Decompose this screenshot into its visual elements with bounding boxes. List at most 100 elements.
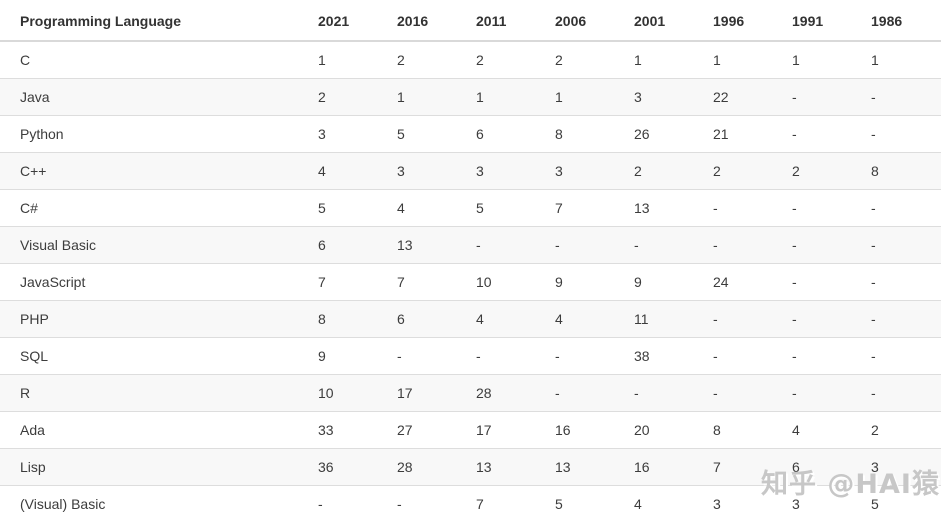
rank-cell: 1 bbox=[555, 78, 634, 116]
rank-cell: 10 bbox=[476, 263, 555, 301]
rank-cell: 7 bbox=[476, 485, 555, 520]
language-cell: Python bbox=[0, 115, 318, 153]
table-row: PHP 8 6 4 4 11- - - bbox=[0, 300, 941, 338]
rank-cell: 8 bbox=[318, 300, 397, 338]
rank-cell: - bbox=[792, 115, 871, 153]
rank-cell: - bbox=[318, 485, 397, 520]
rank-cell: 2 bbox=[318, 78, 397, 116]
rank-cell: 5 bbox=[318, 189, 397, 227]
rank-cell: - bbox=[397, 485, 476, 520]
language-cell: C# bbox=[0, 189, 318, 227]
rank-cell: 9 bbox=[555, 263, 634, 301]
rank-cell: - bbox=[555, 226, 634, 264]
rank-cell: 4 bbox=[318, 152, 397, 190]
rank-cell: 16 bbox=[555, 411, 634, 449]
rank-cell: - bbox=[713, 337, 792, 375]
table-row: Lisp 36 28 13 13 16 7 6 3 bbox=[0, 448, 941, 486]
rank-cell: 6 bbox=[397, 300, 476, 338]
rank-cell: 4 bbox=[555, 300, 634, 338]
rank-cell: 7 bbox=[713, 448, 792, 486]
language-cell: C bbox=[0, 41, 318, 79]
language-cell: JavaScript bbox=[0, 263, 318, 301]
rank-cell: 2 bbox=[792, 152, 871, 190]
rank-cell: 2 bbox=[713, 152, 792, 190]
column-header-year-1996: 1996 bbox=[713, 0, 792, 42]
rank-cell: 13 bbox=[555, 448, 634, 486]
rank-cell: 1 bbox=[634, 41, 713, 79]
column-header-year-1986: 1986 bbox=[871, 0, 941, 42]
language-cell: Visual Basic bbox=[0, 226, 318, 264]
language-cell: Java bbox=[0, 78, 318, 116]
rank-cell: 3 bbox=[397, 152, 476, 190]
rank-cell: 38 bbox=[634, 337, 713, 375]
rank-cell: 4 bbox=[634, 485, 713, 520]
table-body: C 1 2 2 2 1 1 1 1 Java 2 1 1 1 3 22- - Python 3 5 6 8 26 21- - C+… bbox=[0, 41, 941, 520]
rank-cell: 1 bbox=[318, 41, 397, 79]
rank-cell: 5 bbox=[871, 485, 941, 520]
rank-cell: 8 bbox=[555, 115, 634, 153]
column-header-year-2011: 2011 bbox=[476, 0, 555, 42]
rank-cell: 26 bbox=[634, 115, 713, 153]
rank-cell: - bbox=[792, 337, 871, 375]
rank-cell: 3 bbox=[713, 485, 792, 520]
rank-cell: 4 bbox=[792, 411, 871, 449]
rank-cell: - bbox=[476, 337, 555, 375]
rank-cell: - bbox=[634, 374, 713, 412]
table-row: Java 2 1 1 1 3 22- - bbox=[0, 78, 941, 116]
rank-cell: 20 bbox=[634, 411, 713, 449]
column-header-year-2021: 2021 bbox=[318, 0, 397, 42]
rank-cell: 3 bbox=[555, 152, 634, 190]
rank-cell: - bbox=[871, 300, 941, 338]
rank-cell: - bbox=[713, 300, 792, 338]
rank-cell: - bbox=[713, 374, 792, 412]
language-cell: PHP bbox=[0, 300, 318, 338]
rank-cell: 3 bbox=[318, 115, 397, 153]
rank-cell: - bbox=[871, 374, 941, 412]
language-cell: (Visual) Basic bbox=[0, 485, 318, 520]
table-row: Visual Basic 6 13- - - - - - bbox=[0, 226, 941, 264]
rank-cell: 21 bbox=[713, 115, 792, 153]
rank-cell: 5 bbox=[397, 115, 476, 153]
rank-cell: - bbox=[871, 78, 941, 116]
language-cell: Ada bbox=[0, 411, 318, 449]
language-cell: SQL bbox=[0, 337, 318, 375]
table-row: R 10 17 28- - - - - bbox=[0, 374, 941, 412]
rank-cell: 16 bbox=[634, 448, 713, 486]
rank-cell: 24 bbox=[713, 263, 792, 301]
rank-cell: - bbox=[871, 115, 941, 153]
rank-cell: - bbox=[792, 78, 871, 116]
rank-cell: 1 bbox=[397, 78, 476, 116]
rank-cell: 17 bbox=[476, 411, 555, 449]
rank-cell: - bbox=[397, 337, 476, 375]
rank-cell: 1 bbox=[792, 41, 871, 79]
rank-cell: 27 bbox=[397, 411, 476, 449]
rank-cell: 33 bbox=[318, 411, 397, 449]
rank-cell: - bbox=[792, 300, 871, 338]
rank-cell: 13 bbox=[476, 448, 555, 486]
rank-cell: 3 bbox=[476, 152, 555, 190]
rank-cell: 8 bbox=[871, 152, 941, 190]
rank-cell: 36 bbox=[318, 448, 397, 486]
rank-cell: 7 bbox=[397, 263, 476, 301]
rank-cell: 3 bbox=[634, 78, 713, 116]
rank-cell: 5 bbox=[476, 189, 555, 227]
rank-cell: - bbox=[792, 263, 871, 301]
header-row: Programming Language 2021 2016 2011 2006 2001… bbox=[0, 0, 941, 42]
table-row: C# 5 4 5 7 13- - - bbox=[0, 189, 941, 227]
rank-cell: 3 bbox=[871, 448, 941, 486]
rank-cell: - bbox=[792, 189, 871, 227]
table-row: Ada 33 27 17 16 20 8 4 2 bbox=[0, 411, 941, 449]
rank-cell: 2 bbox=[634, 152, 713, 190]
rank-cell: 2 bbox=[397, 41, 476, 79]
language-cell: R bbox=[0, 374, 318, 412]
rank-cell: 9 bbox=[634, 263, 713, 301]
rank-cell: 6 bbox=[792, 448, 871, 486]
rank-cell: - bbox=[555, 374, 634, 412]
table-row: C++ 4 3 3 3 2 2 2 8 bbox=[0, 152, 941, 190]
column-header-year-1991: 1991 bbox=[792, 0, 871, 42]
column-header-year-2006: 2006 bbox=[555, 0, 634, 42]
rank-cell: - bbox=[792, 226, 871, 264]
